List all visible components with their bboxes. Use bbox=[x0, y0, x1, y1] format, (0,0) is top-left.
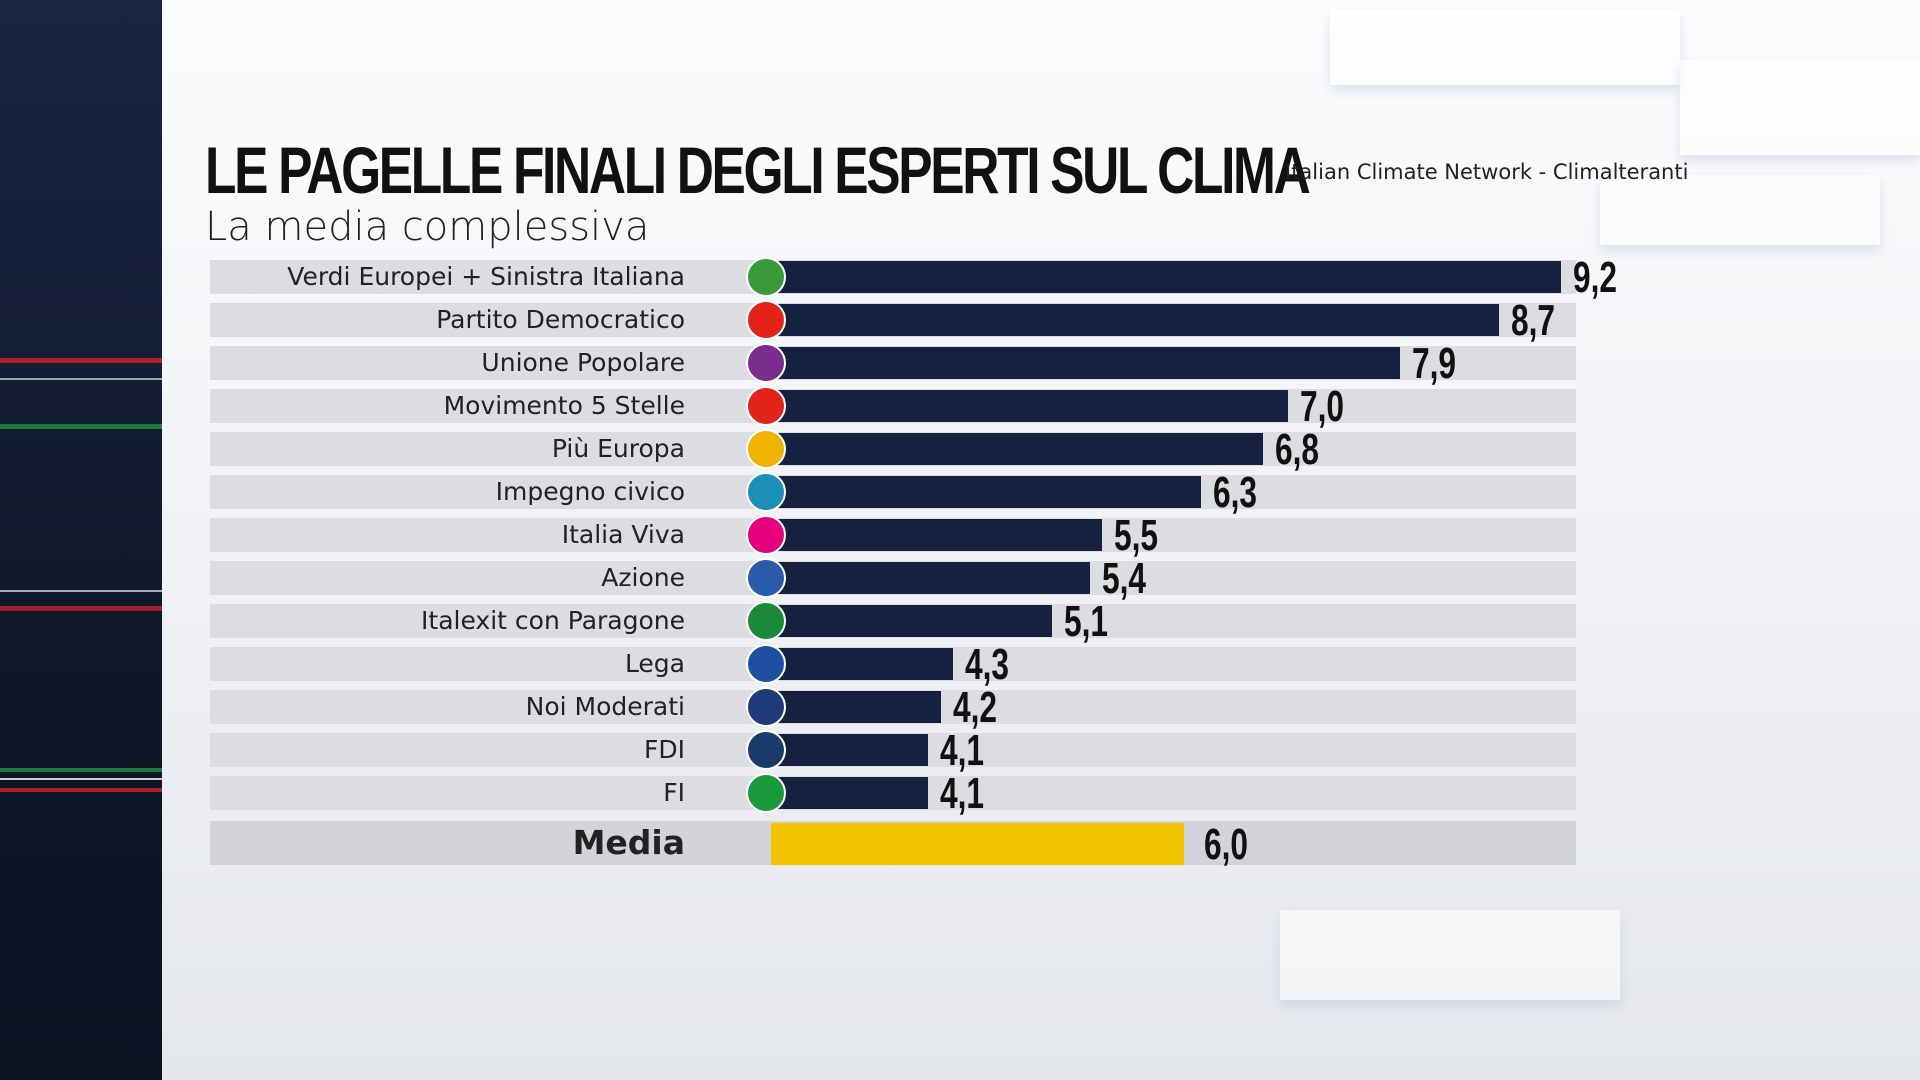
value-label: 5,4 bbox=[1101, 554, 1146, 603]
category-label: Più Europa bbox=[551, 434, 685, 463]
bar bbox=[771, 347, 1400, 379]
source-credit: Italian Climate Network - Climalteranti bbox=[1285, 160, 1689, 184]
value-label: 5,5 bbox=[1114, 511, 1159, 560]
category-label: FDI bbox=[643, 735, 685, 764]
value-label: 7,9 bbox=[1411, 339, 1456, 388]
party-logo-icon bbox=[746, 644, 786, 684]
category-label: Italia Viva bbox=[561, 520, 685, 549]
bar bbox=[771, 648, 954, 680]
stripe-green bbox=[0, 424, 162, 429]
value-label: 6,8 bbox=[1275, 425, 1320, 474]
party-logo-icon bbox=[746, 472, 786, 512]
category-label: Impegno civico bbox=[495, 477, 685, 506]
page-subtitle: La media complessiva bbox=[205, 204, 650, 250]
bar bbox=[771, 777, 929, 809]
average-bar bbox=[771, 823, 1184, 865]
page-title: LE PAGELLE FINALI DEGLI ESPERTI SUL CLIM… bbox=[205, 133, 1311, 207]
party-logo-icon bbox=[746, 601, 786, 641]
category-label: Movimento 5 Stelle bbox=[443, 391, 685, 420]
party-logo-icon bbox=[746, 343, 786, 383]
stripe-red bbox=[0, 788, 162, 792]
stripe-red bbox=[0, 358, 162, 363]
value-label: 5,1 bbox=[1064, 597, 1109, 646]
value-label: 8,7 bbox=[1510, 296, 1555, 345]
bar bbox=[771, 562, 1090, 594]
value-label: 4,3 bbox=[965, 640, 1010, 689]
party-logo-icon bbox=[746, 515, 786, 555]
category-label: Italexit con Paragone bbox=[421, 606, 685, 635]
party-logo-icon bbox=[746, 429, 786, 469]
category-label: Azione bbox=[601, 563, 685, 592]
bar bbox=[771, 433, 1264, 465]
category-label: Partito Democratico bbox=[436, 305, 685, 334]
stripe-green bbox=[0, 768, 162, 772]
category-label: FI bbox=[663, 778, 685, 807]
bg-panel bbox=[1680, 60, 1920, 155]
party-logo-icon bbox=[746, 558, 786, 598]
bar bbox=[771, 605, 1053, 637]
value-label: 4,2 bbox=[952, 683, 997, 732]
category-label: Unione Popolare bbox=[481, 348, 685, 377]
bar bbox=[771, 519, 1102, 551]
average-value-label: 6,0 bbox=[1204, 820, 1249, 869]
stripe-white bbox=[0, 378, 162, 380]
value-label: 6,3 bbox=[1213, 468, 1258, 517]
category-label: Lega bbox=[624, 649, 685, 678]
value-label: 9,2 bbox=[1572, 253, 1617, 302]
bar bbox=[771, 691, 941, 723]
value-label: 4,1 bbox=[940, 769, 985, 818]
bar bbox=[771, 734, 929, 766]
category-label: Noi Moderati bbox=[525, 692, 685, 721]
party-logo-icon bbox=[746, 773, 786, 813]
bg-panel bbox=[1600, 175, 1880, 245]
party-logo-icon bbox=[746, 300, 786, 340]
stripe-white bbox=[0, 778, 162, 780]
value-label: 4,1 bbox=[940, 726, 985, 775]
stripe-red bbox=[0, 606, 162, 611]
value-label: 7,0 bbox=[1300, 382, 1345, 431]
bar bbox=[771, 476, 1202, 508]
sidebar-decoration bbox=[0, 0, 162, 1080]
category-label: Verdi Europei + Sinistra Italiana bbox=[287, 262, 685, 291]
party-logo-icon bbox=[746, 687, 786, 727]
party-logo-icon bbox=[746, 730, 786, 770]
bg-panel bbox=[1280, 910, 1620, 1000]
bg-panel bbox=[1330, 10, 1680, 85]
party-logo-icon bbox=[746, 386, 786, 426]
stripe-white bbox=[0, 590, 162, 592]
bar bbox=[771, 304, 1499, 336]
party-logo-icon bbox=[746, 257, 786, 297]
bar bbox=[771, 261, 1561, 293]
bar bbox=[771, 390, 1288, 422]
average-label: Media bbox=[572, 823, 685, 862]
